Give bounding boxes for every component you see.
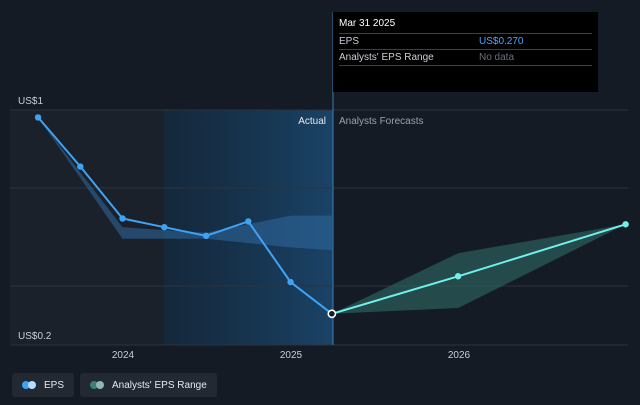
legend-label-eps: EPS (44, 379, 65, 391)
eps-point-1 (77, 163, 84, 170)
tooltip-eps-key: EPS (339, 36, 360, 47)
tooltip-title: Mar 31 2025 (339, 18, 396, 29)
tooltip-row-eps: EPS US$0.270 (339, 33, 592, 49)
legend-item-range[interactable]: Analysts' EPS Range (80, 373, 217, 397)
y-label-bottom: US$0.2 (18, 331, 52, 342)
past-shade (10, 110, 164, 345)
legend-item-eps[interactable]: EPS (12, 373, 75, 397)
legend: EPS Analysts' EPS Range (12, 373, 217, 397)
tooltip-row-range: Analysts' EPS Range No data (339, 49, 592, 66)
eps-point-2 (119, 215, 126, 222)
eps-legend-icon (22, 381, 38, 389)
range-legend-icon (90, 381, 106, 389)
eps-line (37, 116, 333, 315)
x-tick-2025: 2025 (280, 350, 303, 361)
eps-point-5 (245, 218, 252, 225)
eps-point-4 (202, 232, 210, 240)
tooltip-eps-value: US$0.270 (479, 36, 524, 47)
past-eps-range-band (38, 117, 332, 251)
legend-label-range: Analysts' EPS Range (112, 379, 207, 391)
eps-point-3 (161, 223, 168, 231)
tooltip: Mar 31 2025 EPS US$0.270 Analysts' EPS R… (333, 12, 598, 92)
forecast-point-0 (454, 273, 462, 280)
eps-point-6 (287, 278, 294, 286)
highlight-point (327, 309, 337, 319)
actual-label: Actual (298, 116, 326, 127)
forecast-points (454, 221, 629, 280)
forecast-point-1 (622, 221, 629, 228)
y-label-top: US$1 (18, 96, 43, 107)
x-tick-2026: 2026 (448, 350, 471, 361)
tooltip-range-value: No data (479, 52, 515, 63)
forecast-label: Analysts Forecasts (339, 116, 423, 127)
eps-point-0 (34, 114, 42, 121)
x-tick-2024: 2024 (112, 350, 135, 361)
tooltip-range-key: Analysts' EPS Range (339, 52, 434, 63)
